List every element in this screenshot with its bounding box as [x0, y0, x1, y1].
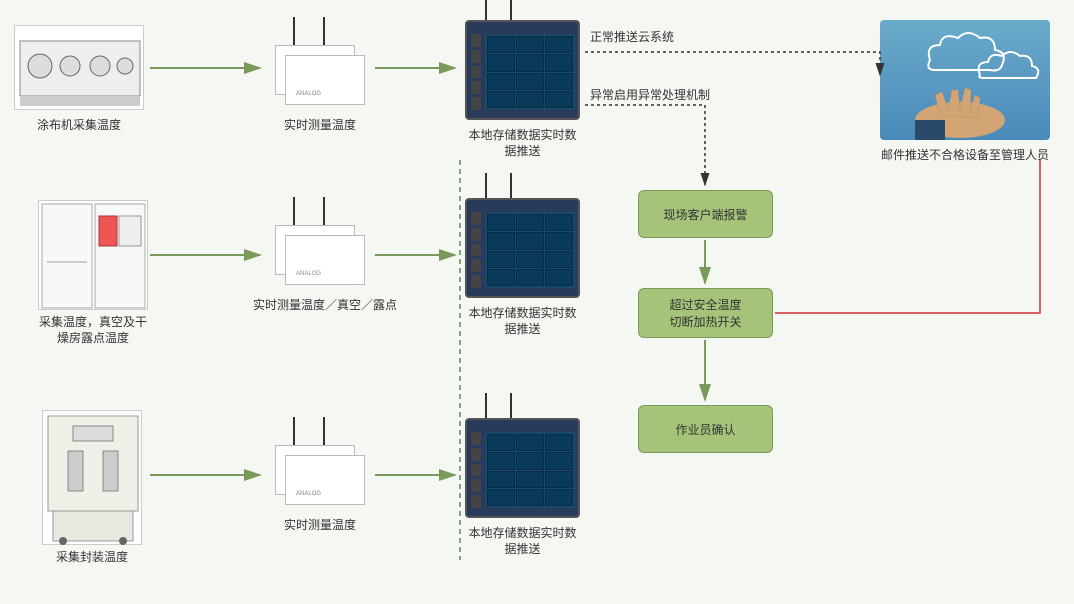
antenna-icon — [323, 17, 325, 47]
packaging-icon — [43, 411, 143, 546]
recorder-2 — [465, 198, 580, 298]
equipment-coater — [14, 25, 144, 110]
antenna-icon — [293, 17, 295, 47]
cloud-hand-icon — [880, 20, 1050, 140]
equip2-label: 采集温度，真空及干 燥房露点温度 — [28, 315, 158, 346]
recorder3-label: 本地存储数据实时数 据推送 — [460, 526, 585, 557]
coater-icon — [15, 26, 145, 111]
antenna-icon — [293, 417, 295, 447]
process-confirm: 作业员确认 — [638, 405, 773, 453]
sensor-2: ANALOG ANALOG — [275, 225, 355, 275]
antenna-icon — [323, 417, 325, 447]
recorder-1 — [465, 20, 580, 120]
dryroom-icon — [39, 201, 149, 311]
confirm-label: 作业员确认 — [675, 421, 735, 438]
antenna-icon — [293, 197, 295, 227]
sensor-3: ANALOG ANALOG — [275, 445, 355, 495]
sensor3-label: 实时测量温度 — [255, 518, 385, 534]
equipment-dryroom — [38, 200, 148, 310]
cloud-system — [880, 20, 1050, 140]
edge-abnormal-label: 异常启用异常处理机制 — [590, 88, 740, 104]
sensor-1: ANALOG ANALOG — [275, 45, 355, 95]
process-cutoff: 超过安全温度 切断加热开关 — [638, 288, 773, 338]
recorder2-label: 本地存储数据实时数 据推送 — [460, 306, 585, 337]
equip1-label: 涂布机采集温度 — [14, 118, 144, 134]
recorder1-label: 本地存储数据实时数 据推送 — [460, 128, 585, 159]
antenna-icon — [510, 393, 512, 421]
equipment-packaging — [42, 410, 142, 545]
recorder-3 — [465, 418, 580, 518]
alarm-label: 现场客户端报警 — [663, 206, 747, 223]
sensor1-label: 实时测量温度 — [255, 118, 385, 134]
antenna-icon — [485, 393, 487, 421]
antenna-icon — [510, 173, 512, 201]
equip3-label: 采集封装温度 — [42, 550, 142, 566]
sensor2-label: 实时测量温度／真空／露点 — [245, 298, 405, 314]
cloud-label: 邮件推送不合格设备至管理人员 — [870, 148, 1060, 164]
edge-normal-label: 正常推送云系统 — [590, 30, 710, 46]
process-alarm: 现场客户端报警 — [638, 190, 773, 238]
cutoff-label: 超过安全温度 切断加热开关 — [669, 296, 741, 330]
antenna-icon — [485, 173, 487, 201]
antenna-icon — [323, 197, 325, 227]
